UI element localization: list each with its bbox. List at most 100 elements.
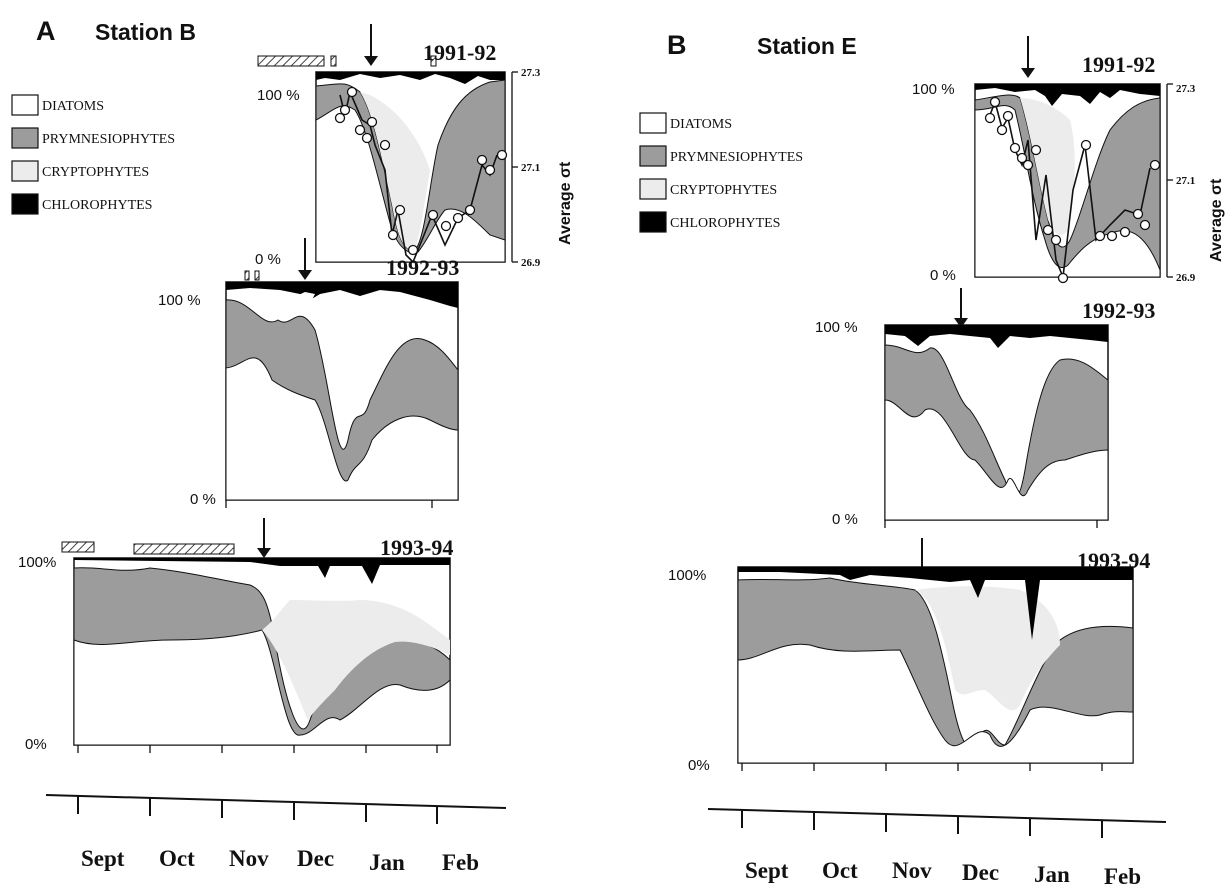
sigma-t-point <box>366 116 378 128</box>
sigma-t-point <box>334 112 346 124</box>
hatched-period-bar <box>330 55 337 67</box>
legend-swatch-diatoms <box>639 112 667 134</box>
panel-b-1992-93-chart: 1992-93 100 % 0 % <box>815 288 1155 528</box>
sigma-t-point <box>379 139 391 151</box>
sigma-t-point <box>339 104 351 116</box>
arrow-marker-head <box>364 56 378 66</box>
sigma-tick-label: 27.3 <box>1176 83 1196 95</box>
month-label: Jan <box>369 850 405 875</box>
panel-b-month-axis: Sept Oct Nov Dec Jan Feb <box>707 808 1167 889</box>
sigma-t-point <box>464 204 476 216</box>
sigma-t-point <box>1106 230 1118 242</box>
sigma-t-point <box>1057 272 1069 284</box>
sigma-t-point <box>1030 144 1042 156</box>
sigma-t-point <box>452 212 464 224</box>
month-axis-line <box>707 808 1167 823</box>
panel-a-1991-92-chart: 1991-92 100 % 0 % <box>255 24 574 269</box>
chlorophyte-band <box>738 567 1133 640</box>
pct-top-label: 100 % <box>257 87 300 104</box>
panel-b-legend: DIATOMS PRYMNESIOPHYTES CRYPTOPHYTES CHL… <box>639 112 803 233</box>
panel-b-title: Station E <box>757 33 857 59</box>
month-label: Nov <box>892 858 932 883</box>
sigma-t-point <box>1050 234 1062 246</box>
sigma-tick-label: 26.9 <box>521 257 541 269</box>
sigma-t-point <box>1080 139 1092 151</box>
sigma-t-point <box>989 96 1001 108</box>
month-axis-ticks <box>741 810 1103 838</box>
year-label-1991-92: 1991-92 <box>1082 52 1155 77</box>
sigma-t-point <box>1132 208 1144 220</box>
cryptophyte-band <box>262 600 450 720</box>
year-label-1991-92: 1991-92 <box>423 40 496 65</box>
pct-bottom-label: 0% <box>688 757 710 774</box>
month-label: Oct <box>159 846 195 871</box>
legend-swatch-diatoms <box>11 94 39 116</box>
arrow-marker-head <box>298 270 312 280</box>
sigma-t-point <box>1149 159 1161 171</box>
arrow-marker-head <box>257 548 271 558</box>
month-label: Dec <box>297 846 334 871</box>
pct-bottom-label: 0 % <box>255 251 281 268</box>
sigma-t-points <box>334 86 508 256</box>
cryptophyte-band <box>360 92 430 251</box>
month-label: Sept <box>81 846 125 871</box>
chlorophyte-band <box>226 282 458 308</box>
month-label: Feb <box>442 850 479 875</box>
hatched-period-bar <box>133 543 235 555</box>
year-label-1992-93: 1992-93 <box>1082 298 1155 323</box>
hatched-period-bar <box>257 55 325 67</box>
sigma-t-point <box>1016 152 1028 164</box>
pct-top-label: 100% <box>668 567 706 584</box>
sigma-tick-label: 27.3 <box>521 67 541 79</box>
month-label: Jan <box>1034 862 1070 887</box>
sigma-t-point <box>996 124 1008 136</box>
sigma-t-point <box>496 149 508 161</box>
legend-label-diatoms: DIATOMS <box>42 99 104 114</box>
panel-a-1992-93-chart: 1992-93 100 % 0 % <box>158 238 459 508</box>
diatom-band <box>737 643 1134 764</box>
sigma-t-point <box>354 124 366 136</box>
sigma-tick-label: 27.1 <box>1176 175 1195 187</box>
panel-b: B Station E DIATOMS PRYMNESIOPHYTES CRYP… <box>639 30 1225 889</box>
panel-a-legend: DIATOMS PRYMNESIOPHYTES CRYPTOPHYTES CHL… <box>11 94 175 215</box>
legend-swatch-chlorophytes <box>11 193 39 215</box>
pct-top-label: 100% <box>18 554 56 571</box>
legend-swatch-prymnesiophytes <box>11 127 39 149</box>
sigma-t-point <box>387 229 399 241</box>
sigma-tick-label: 26.9 <box>1176 272 1196 284</box>
panel-a-title: Station B <box>95 19 196 45</box>
sigma-t-point <box>984 112 996 124</box>
month-axis-ticks <box>77 796 438 824</box>
sigma-t-point <box>361 132 373 144</box>
cryptophyte-band <box>296 292 315 300</box>
legend-swatch-prymnesiophytes <box>639 145 667 167</box>
sigma-t-point <box>1139 219 1151 231</box>
sigma-t-point <box>1009 142 1021 154</box>
panel-b-1991-92-chart: 1991-92 100 % 0 % <box>912 36 1225 284</box>
x-ticks <box>77 745 438 753</box>
legend-swatch-cryptophytes <box>639 178 667 200</box>
pct-bottom-label: 0 % <box>190 491 216 508</box>
pct-top-label: 100 % <box>815 319 858 336</box>
x-ticks <box>741 763 1103 771</box>
sigma-t-point <box>407 244 419 256</box>
legend-label-diatoms: DIATOMS <box>670 117 732 132</box>
hatched-period-bar <box>254 270 260 281</box>
legend-label-prymnesiophytes: PRYMNESIOPHYTES <box>670 150 803 165</box>
sigma-axis-label: Average σt <box>1208 178 1225 262</box>
pct-bottom-label: 0 % <box>930 267 956 284</box>
sigma-t-point <box>1119 226 1131 238</box>
sigma-t-point <box>1094 230 1106 242</box>
sigma-t-point <box>346 86 358 98</box>
legend-label-prymnesiophytes: PRYMNESIOPHYTES <box>42 132 175 147</box>
sigma-t-point <box>1022 159 1034 171</box>
chlorophyte-band <box>885 325 1108 348</box>
panel-b-1993-94-chart: 1993-94 100% 0% <box>668 538 1150 774</box>
sigma-t-point <box>484 164 496 176</box>
month-axis-line <box>45 794 507 809</box>
pct-top-label: 100 % <box>158 292 201 309</box>
sigma-axis-label: Average σt <box>557 161 574 245</box>
sigma-t-point <box>440 220 452 232</box>
chlorophyte-band <box>316 72 505 84</box>
